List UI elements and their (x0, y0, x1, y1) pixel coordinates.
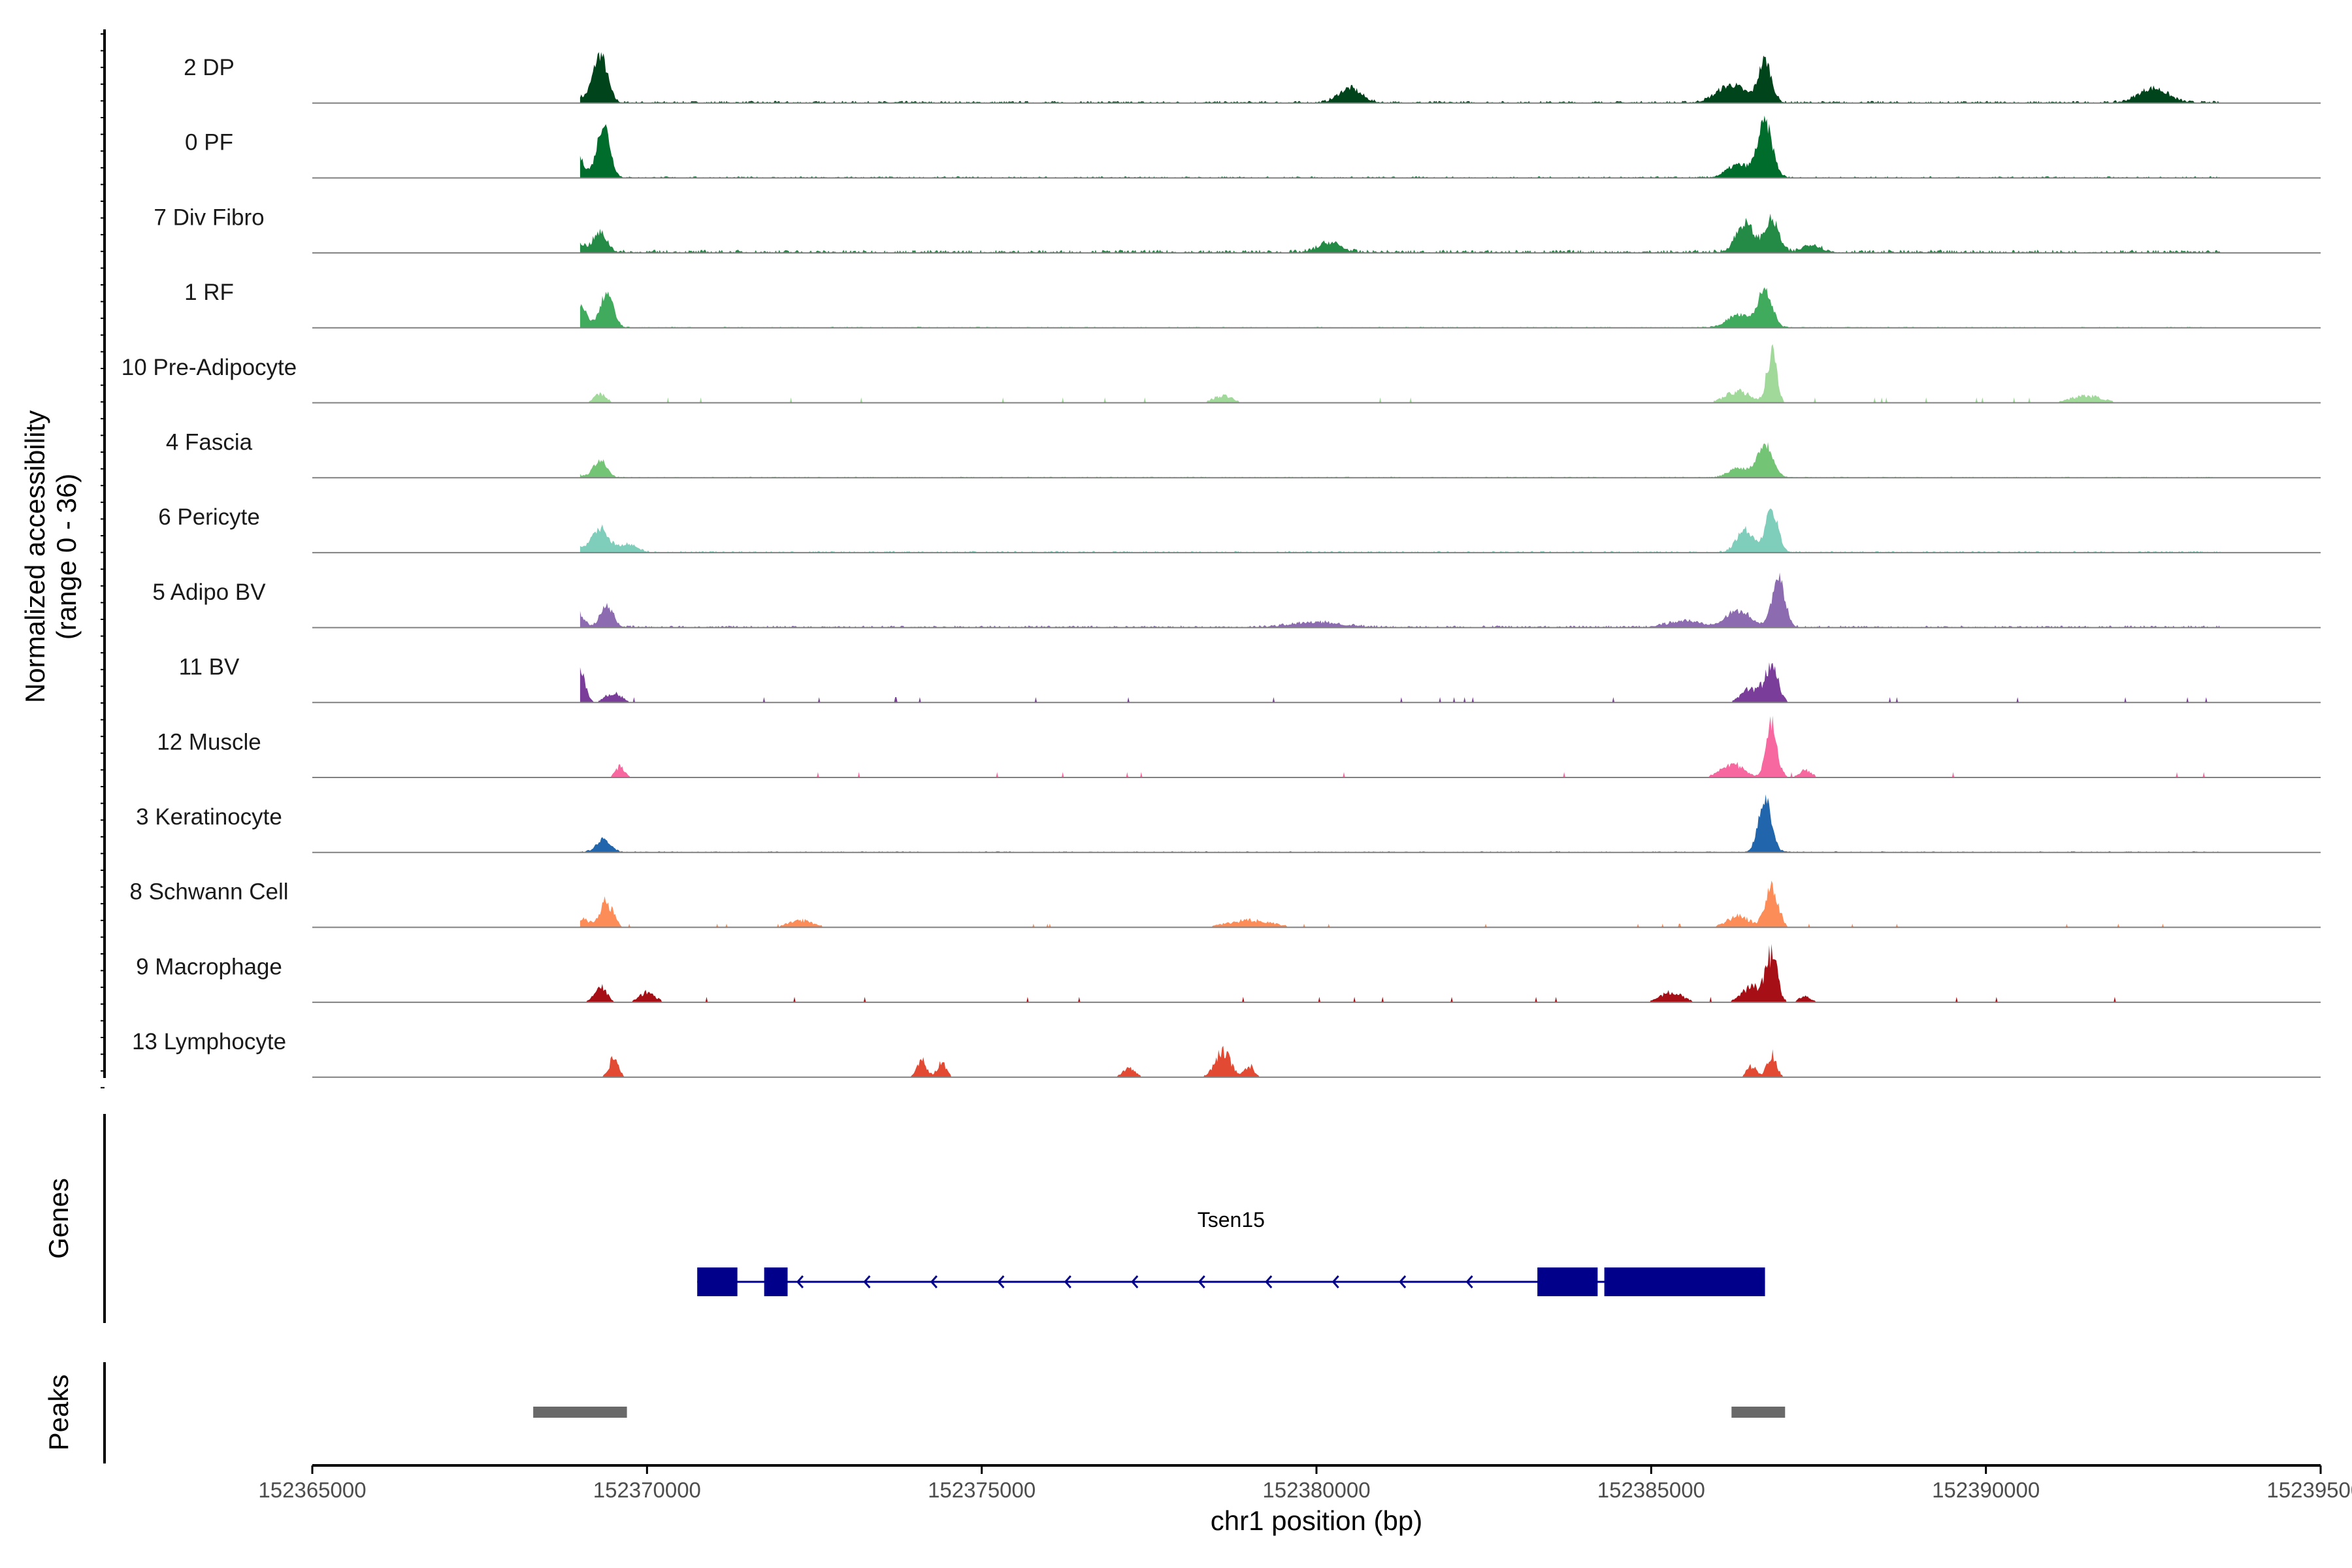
track-label: 13 Lymphocyte (132, 1029, 286, 1054)
x-tick-label: 152365000 (258, 1478, 366, 1502)
x-tick-label: 152370000 (593, 1478, 701, 1502)
strand-arrow (930, 1275, 938, 1288)
track-1: 2 DP (184, 52, 2321, 104)
track-8: 5 Adipo BV (152, 572, 2321, 629)
track-9: 11 BV (179, 655, 2321, 704)
exon (697, 1267, 738, 1296)
coverage-area (580, 794, 2221, 853)
x-tick-label: 152380000 (1262, 1478, 1370, 1502)
coverage-area (580, 880, 2221, 928)
exon (1537, 1267, 1598, 1296)
track-12: 8 Schwann Cell (129, 879, 2321, 928)
y-axis-title: Normalized accessibility (20, 410, 50, 703)
strand-arrow (997, 1275, 1005, 1288)
coverage-tracks: 2 DP 0 PF 7 Div Fibro 1 RF 10 Pre-Adipocyte 4… (122, 52, 2321, 1078)
track-label: 0 PF (185, 130, 233, 155)
y-axis-ticks (101, 33, 105, 1088)
track-label: 9 Macrophage (136, 954, 282, 979)
track-label: 6 Pericyte (158, 504, 260, 530)
peak-bar (533, 1407, 627, 1418)
track-11: 3 Keratinocyte (136, 794, 2321, 853)
track-4: 1 RF (184, 280, 2321, 329)
track-label: 3 Keratinocyte (136, 804, 282, 830)
track-7: 6 Pericyte (158, 504, 2321, 553)
exon (1604, 1267, 1765, 1296)
track-label: 4 Fascia (166, 430, 253, 455)
strand-arrow (1064, 1275, 1071, 1288)
coverage-area (580, 115, 2221, 178)
track-label: 7 Div Fibro (154, 204, 264, 230)
track-2: 0 PF (185, 115, 2321, 179)
strand-arrow (1265, 1275, 1273, 1288)
track-5: 10 Pre-Adipocyte (122, 344, 2321, 404)
track-10: 12 Muscle (157, 715, 2321, 778)
track-label: 5 Adipo BV (152, 580, 266, 605)
x-axis-ticks: 152365000 152370000 152375000 152380000 1523… (258, 1465, 2352, 1502)
track-label: 2 DP (184, 55, 235, 80)
track-label: 1 RF (184, 280, 234, 305)
coverage-area (580, 715, 2221, 777)
coverage-area (580, 442, 2221, 478)
track-14: 13 Lymphocyte (132, 1029, 2321, 1078)
strand-arrow (863, 1275, 871, 1288)
strand-arrow (1331, 1275, 1339, 1288)
track-13: 9 Macrophage (136, 943, 2321, 1004)
coverage-area (580, 344, 2221, 403)
exon (764, 1267, 788, 1296)
coverage-area (580, 287, 2221, 328)
track-label: 11 BV (179, 655, 240, 680)
gene-name: Tsen15 (1198, 1208, 1265, 1232)
coverage-area (580, 943, 2221, 1003)
coverage-area (580, 662, 2221, 703)
coverage-area (580, 213, 2221, 253)
x-tick-label: 152395000 (2266, 1478, 2352, 1502)
genes-track-title: Genes (43, 1178, 74, 1259)
strand-arrow (1465, 1275, 1473, 1288)
track-label: 12 Muscle (157, 729, 261, 755)
track-label: 8 Schwann Cell (129, 879, 288, 905)
strand-arrow (1399, 1275, 1407, 1288)
strand-arrow (796, 1275, 804, 1288)
strand-arrow (1198, 1275, 1205, 1288)
x-tick-label: 152385000 (1597, 1478, 1705, 1502)
coverage-area (580, 52, 2221, 103)
coverage-area (580, 572, 2221, 628)
x-tick-label: 152390000 (1932, 1478, 2040, 1502)
y-axis-range: (range 0 - 36) (51, 474, 82, 640)
x-axis-title: chr1 position (bp) (1211, 1505, 1423, 1536)
peak-regions (533, 1407, 1786, 1418)
coverage-area (580, 1045, 2221, 1077)
track-6: 4 Fascia (166, 430, 2321, 479)
coverage-area (580, 508, 2221, 553)
peak-bar (1731, 1407, 1786, 1418)
strand-arrow (1131, 1275, 1139, 1288)
x-tick-label: 152375000 (928, 1478, 1036, 1502)
track-label: 10 Pre-Adipocyte (122, 355, 297, 380)
gene-annotation: Tsen15 (697, 1208, 1765, 1296)
track-3: 7 Div Fibro (154, 204, 2321, 254)
peaks-track-title: Peaks (43, 1375, 74, 1451)
